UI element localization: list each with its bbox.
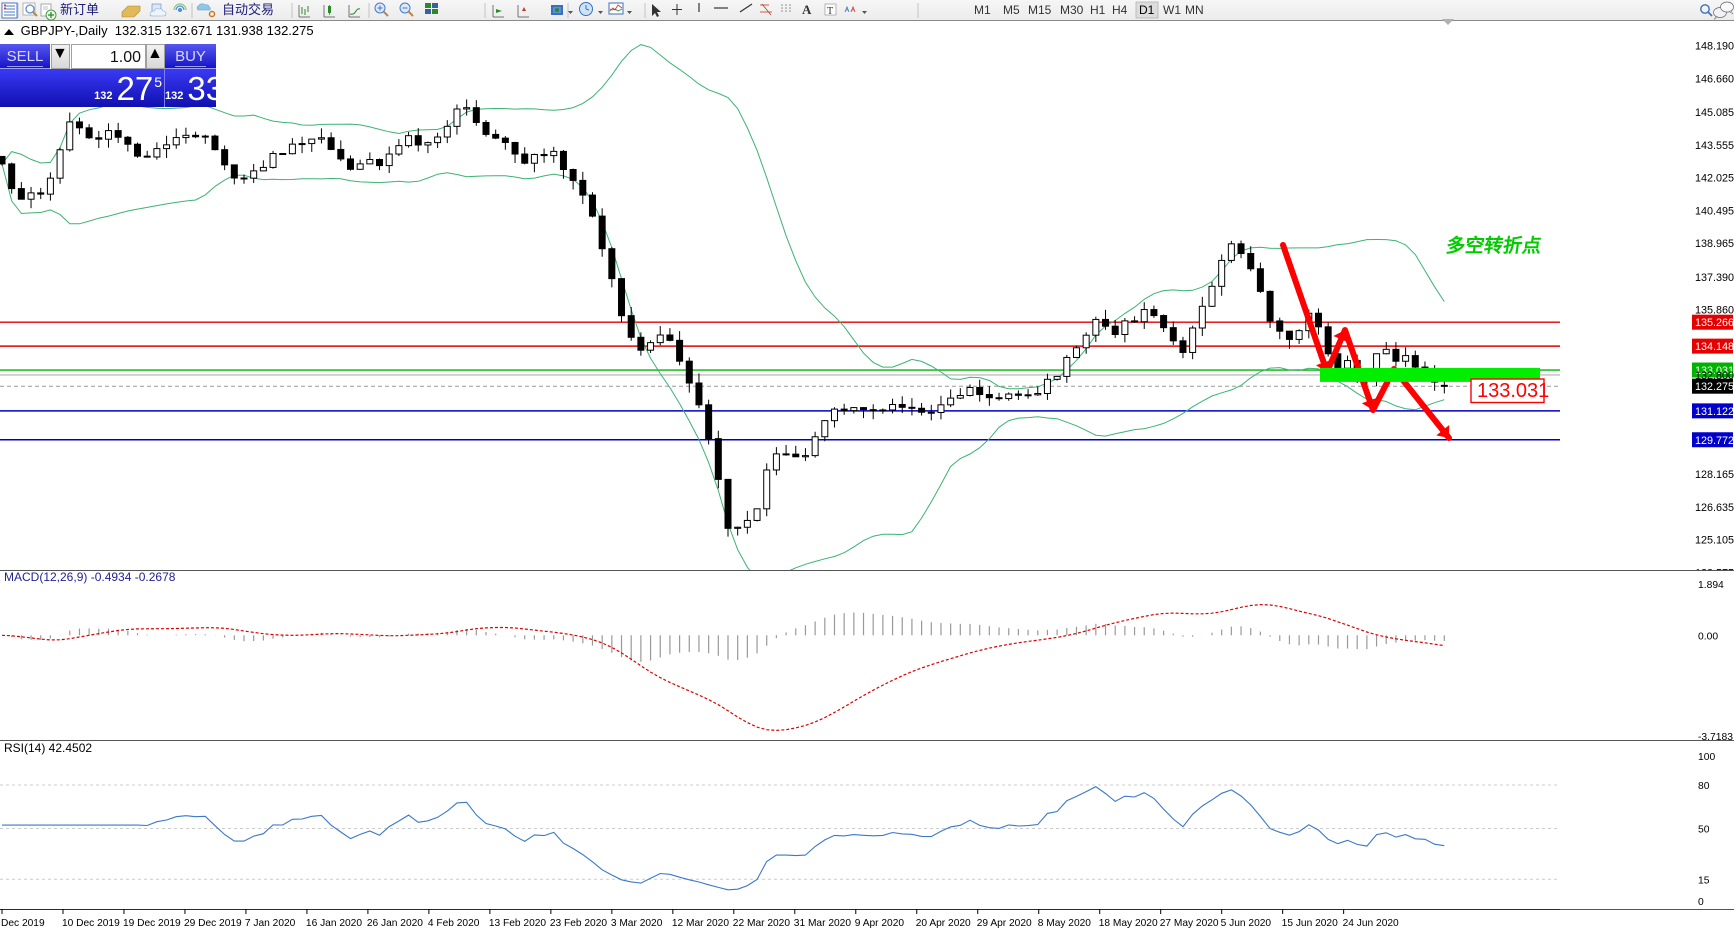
svg-text:142.025: 142.025 (1695, 173, 1734, 185)
svg-text:18 May 2020: 18 May 2020 (1099, 918, 1158, 929)
svg-text:RSI(14) 42.4502: RSI(14) 42.4502 (4, 741, 92, 755)
svg-text:126.635: 126.635 (1695, 502, 1734, 514)
svg-text:24 Jun 2020: 24 Jun 2020 (1343, 918, 1399, 929)
svg-text:132.275: 132.275 (1695, 381, 1734, 393)
svg-text:4 Feb 2020: 4 Feb 2020 (428, 918, 480, 929)
svg-text:-3.7183: -3.7183 (1698, 732, 1733, 740)
svg-text:100: 100 (1698, 752, 1715, 763)
svg-text:15 Jun 2020: 15 Jun 2020 (1282, 918, 1338, 929)
svg-text:T: T (827, 6, 833, 17)
svg-text:128.165: 128.165 (1695, 469, 1734, 481)
svg-text:22 Mar 2020: 22 Mar 2020 (733, 918, 791, 929)
svg-text:5 Jun 2020: 5 Jun 2020 (1221, 918, 1272, 929)
svg-text:31 Mar 2020: 31 Mar 2020 (794, 918, 852, 929)
svg-text:138.965: 138.965 (1695, 238, 1734, 250)
svg-text:29 Apr 2020: 29 Apr 2020 (977, 918, 1032, 929)
svg-text:16 Jan 2020: 16 Jan 2020 (306, 918, 362, 929)
svg-text:新订单: 新订单 (60, 2, 99, 17)
svg-text:134.148: 134.148 (1695, 341, 1734, 353)
svg-text:8 May 2020: 8 May 2020 (1038, 918, 1092, 929)
svg-text:143.555: 143.555 (1695, 140, 1734, 152)
svg-text:0.00: 0.00 (1698, 631, 1718, 642)
svg-text:135.266: 135.266 (1695, 317, 1734, 329)
svg-text:M1: M1 (974, 3, 991, 17)
svg-text:自动交易: 自动交易 (222, 2, 274, 17)
svg-text:M30: M30 (1060, 3, 1084, 17)
svg-text:1.894: 1.894 (1698, 580, 1724, 591)
svg-text:80: 80 (1698, 781, 1710, 792)
svg-text:MN: MN (1185, 3, 1204, 17)
svg-text:7 Jan 2020: 7 Jan 2020 (245, 918, 296, 929)
svg-text:146.660: 146.660 (1695, 73, 1734, 85)
svg-text:3 Mar 2020: 3 Mar 2020 (611, 918, 663, 929)
svg-text:20 Apr 2020: 20 Apr 2020 (916, 918, 971, 929)
svg-text:M15: M15 (1028, 3, 1052, 17)
svg-text:50: 50 (1698, 825, 1710, 836)
svg-text:140.495: 140.495 (1695, 205, 1734, 217)
svg-text:15: 15 (1698, 875, 1710, 886)
svg-text:23 Feb 2020: 23 Feb 2020 (550, 918, 608, 929)
svg-text:137.390: 137.390 (1695, 272, 1734, 284)
svg-text:29 Dec 2019: 29 Dec 2019 (184, 918, 242, 929)
svg-text:9 Apr 2020: 9 Apr 2020 (855, 918, 905, 929)
svg-text:135.860: 135.860 (1695, 305, 1734, 317)
svg-text:26 Jan 2020: 26 Jan 2020 (367, 918, 423, 929)
svg-text:19 Dec 2019: 19 Dec 2019 (123, 918, 181, 929)
svg-text:145.085: 145.085 (1695, 107, 1734, 119)
svg-text:10 Dec 2019: 10 Dec 2019 (62, 918, 120, 929)
svg-text:W1: W1 (1163, 3, 1181, 17)
svg-text:131.122: 131.122 (1695, 406, 1734, 418)
svg-text:D1: D1 (1139, 3, 1155, 17)
svg-text:M5: M5 (1003, 3, 1020, 17)
svg-text:27 May 2020: 27 May 2020 (1160, 918, 1219, 929)
svg-text:12 Mar 2020: 12 Mar 2020 (672, 918, 730, 929)
svg-text:MACD(12,26,9) -0.4934 -0.2678: MACD(12,26,9) -0.4934 -0.2678 (4, 570, 176, 584)
svg-text:H4: H4 (1112, 3, 1128, 17)
svg-text:H1: H1 (1090, 3, 1106, 17)
svg-text:129.772: 129.772 (1695, 435, 1734, 447)
svg-text:0: 0 (1698, 897, 1704, 908)
svg-text:13 Feb 2020: 13 Feb 2020 (489, 918, 547, 929)
svg-text:148.190: 148.190 (1695, 41, 1734, 53)
svg-text:Dec 2019: Dec 2019 (1, 918, 45, 929)
svg-text:125.105: 125.105 (1695, 535, 1734, 547)
svg-text:A: A (802, 2, 812, 17)
svg-text:多空转折点: 多空转折点 (1445, 234, 1543, 257)
svg-text:133.031: 133.031 (1477, 380, 1549, 402)
